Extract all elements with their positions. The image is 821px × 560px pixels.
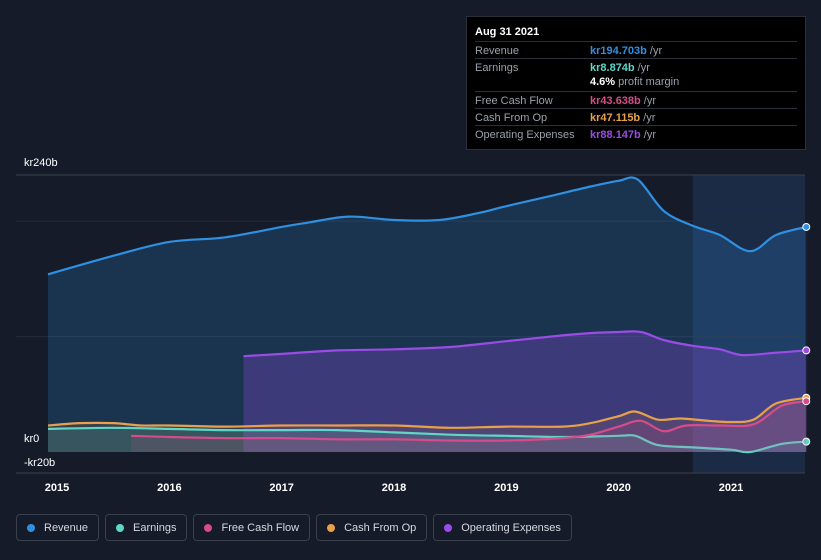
x-tick-label: 2021 bbox=[718, 482, 744, 494]
tooltip-profit-margin: 4.6% profit margin bbox=[590, 76, 680, 88]
tooltip-label: Free Cash Flow bbox=[475, 95, 553, 107]
endpoint-free-cash-flow bbox=[802, 397, 811, 406]
tooltip-row-earnings: Earnings kr8.874b/yr bbox=[475, 58, 797, 76]
tooltip-label: Cash From Op bbox=[475, 112, 548, 124]
x-tick-label: 2017 bbox=[269, 482, 294, 494]
tooltip-label: Operating Expenses bbox=[475, 129, 575, 141]
legend-item-free-cash-flow[interactable]: Free Cash Flow bbox=[193, 514, 311, 541]
tooltip-label: Earnings bbox=[475, 62, 519, 74]
y-tick-label-bottom: -kr20b bbox=[24, 457, 56, 469]
line-revenue bbox=[47, 176, 807, 276]
line-operating-expenses bbox=[243, 330, 807, 358]
y-tick-label-zero: kr0 bbox=[24, 433, 40, 445]
legend-dot-icon bbox=[327, 523, 336, 532]
x-tick-label: 2015 bbox=[44, 482, 70, 494]
area-revenue bbox=[48, 177, 807, 452]
forecast-band bbox=[692, 175, 805, 473]
legend-label: Earnings bbox=[133, 521, 177, 534]
tooltip-row-fcf: Free Cash Flow kr43.638b/yr bbox=[475, 91, 797, 109]
tooltip-value: kr88.147b/yr bbox=[590, 129, 656, 141]
x-tick-label: 2016 bbox=[157, 482, 182, 494]
tooltip-panel: Aug 31 2021 Revenue kr194.703b/yr Earnin… bbox=[466, 16, 806, 150]
line-free-cash-flow bbox=[131, 400, 807, 442]
legend-label: Cash From Op bbox=[344, 521, 417, 534]
endpoint-operating-expenses bbox=[802, 346, 811, 355]
tooltip-row-opex: Operating Expenses kr88.147b/yr bbox=[475, 125, 797, 143]
legend-label: Free Cash Flow bbox=[221, 521, 300, 534]
area-operating-expenses bbox=[243, 331, 807, 452]
x-tick-label: 2020 bbox=[606, 482, 631, 494]
legend-item-earnings[interactable]: Earnings bbox=[105, 514, 188, 541]
tooltip-value: kr8.874b/yr bbox=[590, 62, 650, 74]
line-earnings bbox=[47, 426, 807, 454]
y-tick-label-top: kr240b bbox=[24, 157, 58, 169]
legend-item-operating-expenses[interactable]: Operating Expenses bbox=[433, 514, 572, 541]
x-tick-label: 2019 bbox=[494, 482, 519, 494]
legend-dot-icon bbox=[444, 523, 453, 532]
tooltip-label: Revenue bbox=[475, 45, 520, 57]
chart-legend: Revenue Earnings Free Cash Flow Cash Fro… bbox=[16, 514, 572, 541]
legend-label: Operating Expenses bbox=[461, 521, 561, 534]
tooltip-row-cfo: Cash From Op kr47.115b/yr bbox=[475, 108, 797, 126]
legend-item-revenue[interactable]: Revenue bbox=[16, 514, 100, 541]
x-tick-label: 2018 bbox=[381, 482, 407, 494]
endpoint-earnings bbox=[802, 437, 811, 446]
legend-item-cash-from-op[interactable]: Cash From Op bbox=[316, 514, 428, 541]
tooltip-value: kr43.638b/yr bbox=[590, 95, 656, 107]
legend-dot-icon bbox=[27, 523, 35, 532]
legend-label: Revenue bbox=[44, 521, 89, 534]
tooltip-value: kr47.115b/yr bbox=[590, 112, 656, 124]
legend-dot-icon bbox=[204, 523, 213, 532]
tooltip-row-revenue: Revenue kr194.703b/yr bbox=[475, 41, 797, 59]
tooltip-date: Aug 31 2021 bbox=[475, 26, 540, 38]
endpoint-revenue bbox=[802, 222, 811, 231]
legend-dot-icon bbox=[116, 523, 125, 532]
tooltip-value: kr194.703b/yr bbox=[590, 45, 663, 57]
line-cash-from-op bbox=[47, 396, 807, 429]
